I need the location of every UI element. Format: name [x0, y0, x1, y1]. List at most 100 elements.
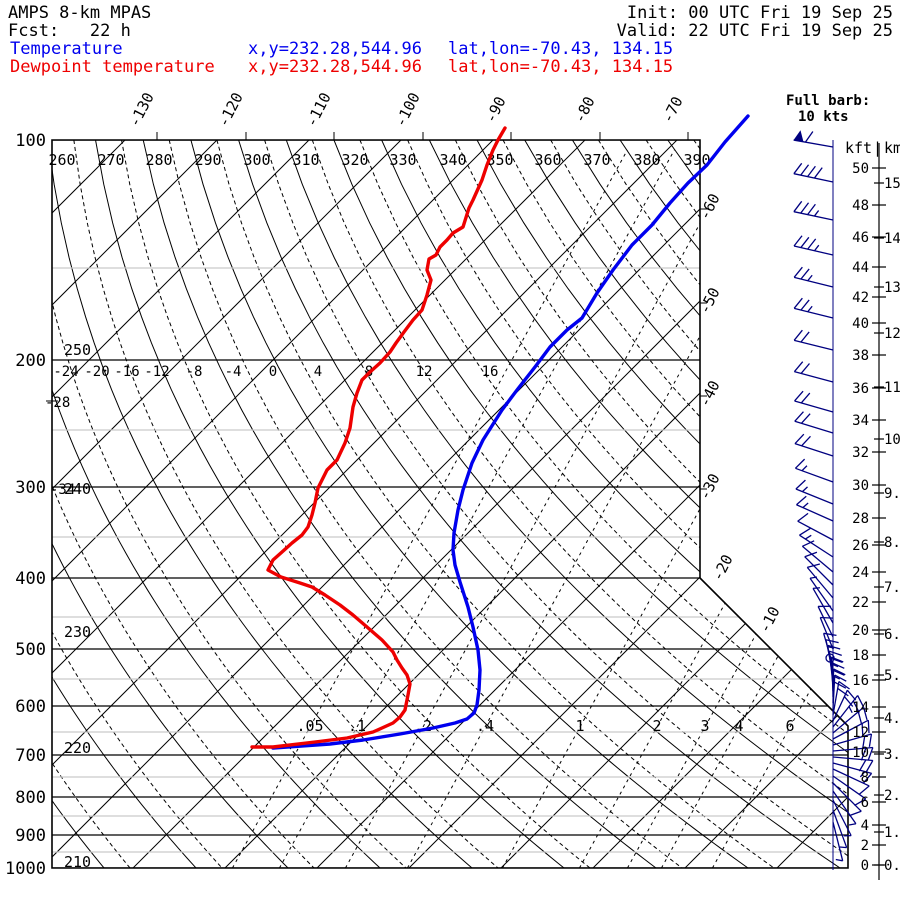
barb-half [812, 587, 821, 590]
barb-full [862, 735, 866, 749]
isotherm-line [52, 140, 402, 868]
theta-label-top: 330 [389, 151, 416, 169]
chart-background [0, 140, 848, 868]
barb-pennant [793, 130, 804, 142]
barb-half [809, 576, 818, 579]
kft-tick-label: 46 [852, 230, 869, 246]
kft-tick-label: 38 [852, 348, 869, 364]
kft-tick-label: 22 [852, 595, 869, 611]
wind-barb [793, 266, 834, 288]
barb-full [794, 458, 806, 469]
moist-adiabat-line [52, 140, 223, 868]
temp-row-label: 16 [482, 364, 499, 380]
barb-full [834, 681, 847, 689]
barb-full [800, 413, 811, 424]
barb-half [835, 858, 843, 862]
barb-half [804, 534, 812, 540]
wind-barb [832, 809, 848, 849]
wind-barb [832, 719, 870, 740]
moist-adiabat-line [407, 140, 848, 868]
barb-legend-line1: Full barb: [786, 93, 870, 109]
kft-tick-label: 16 [852, 673, 869, 689]
wind-barb [809, 576, 834, 612]
barb-full [801, 435, 811, 447]
barb-full [867, 747, 874, 760]
theta-label-left: 250 [64, 341, 91, 359]
wind-barb [832, 706, 868, 734]
theta-label-top: 370 [583, 151, 610, 169]
wind-barb [832, 821, 844, 862]
dry-adiabat-line [190, 140, 749, 868]
barb-half [801, 486, 808, 493]
wind-barb [793, 297, 834, 319]
theta-label-left: 220 [64, 739, 91, 757]
barb-full [820, 616, 834, 619]
barb-full [793, 162, 803, 175]
barb-full [804, 551, 818, 558]
temperature-curve [271, 114, 750, 750]
kft-tick-label: 0 [861, 858, 869, 874]
barb-full [800, 236, 810, 248]
temp-row-label: -12 [144, 364, 169, 380]
barb-half [848, 823, 857, 826]
km-axis-title: km [884, 139, 900, 157]
wind-barb [832, 695, 865, 728]
mixing-ratio-line [345, 149, 741, 868]
barb-full [829, 657, 843, 663]
calm-wind-circle [825, 653, 835, 663]
barb-full [800, 363, 810, 374]
km-tick-label: 11. [884, 380, 900, 396]
wind-barb [832, 746, 874, 761]
moist-adiabat-line [73, 140, 499, 868]
barb-full [807, 563, 821, 568]
barb-full [827, 644, 841, 650]
mixing-ratio-label: 3 [700, 717, 709, 735]
legend-temperature-xy: x,y=232.28,544.96 [248, 39, 422, 59]
barb-full [796, 495, 807, 506]
isotherm-line [684, 140, 848, 868]
km-tick-label: 15. [884, 176, 900, 192]
barb-full [832, 662, 845, 669]
barb-half [813, 210, 820, 217]
wind-barb [832, 768, 870, 795]
temp-row-label: 12 [416, 364, 433, 380]
kft-tick-label: 48 [852, 198, 869, 214]
wind-barb [832, 756, 874, 773]
dry-adiabat-line [0, 140, 12, 868]
theta-label-top: 280 [145, 151, 172, 169]
isotherm-label-top: -70 [658, 94, 686, 126]
barb-full [858, 759, 867, 772]
barb-full [799, 527, 811, 536]
kft-tick-label: 2 [861, 838, 869, 854]
wind-barb [832, 733, 873, 749]
barb-full [860, 747, 867, 761]
temp-row-label: 0 [269, 364, 277, 380]
moist-adiabat-line [52, 140, 315, 868]
kft-tick-label: 40 [852, 316, 869, 332]
barb-half [807, 305, 813, 313]
theta-label-top: 290 [194, 151, 221, 169]
mixing-ratio-label: 1 [575, 717, 584, 735]
pressure-axis-label: 400 [15, 569, 46, 589]
isotherm-line [52, 140, 678, 868]
wind-barb [797, 512, 834, 541]
barb-full [825, 639, 839, 644]
barb-full [868, 733, 873, 747]
theta-label-top: 310 [292, 151, 319, 169]
wind-barb [804, 551, 834, 586]
barb-full [867, 720, 870, 734]
temp-row-label: -20 [84, 364, 109, 380]
km-tick-label: 4. [884, 711, 900, 727]
wind-barb [832, 775, 867, 807]
barb-full [794, 433, 805, 445]
mixing-ratio-label: 2 [652, 717, 661, 735]
wind-barb [794, 433, 834, 457]
barb-full [807, 165, 816, 177]
isotherm-line [500, 140, 848, 868]
barb-half [859, 771, 866, 778]
isotherm-label-right: -10 [755, 604, 783, 636]
barb-full [823, 632, 837, 636]
kft-tick-label: 6 [861, 795, 869, 811]
